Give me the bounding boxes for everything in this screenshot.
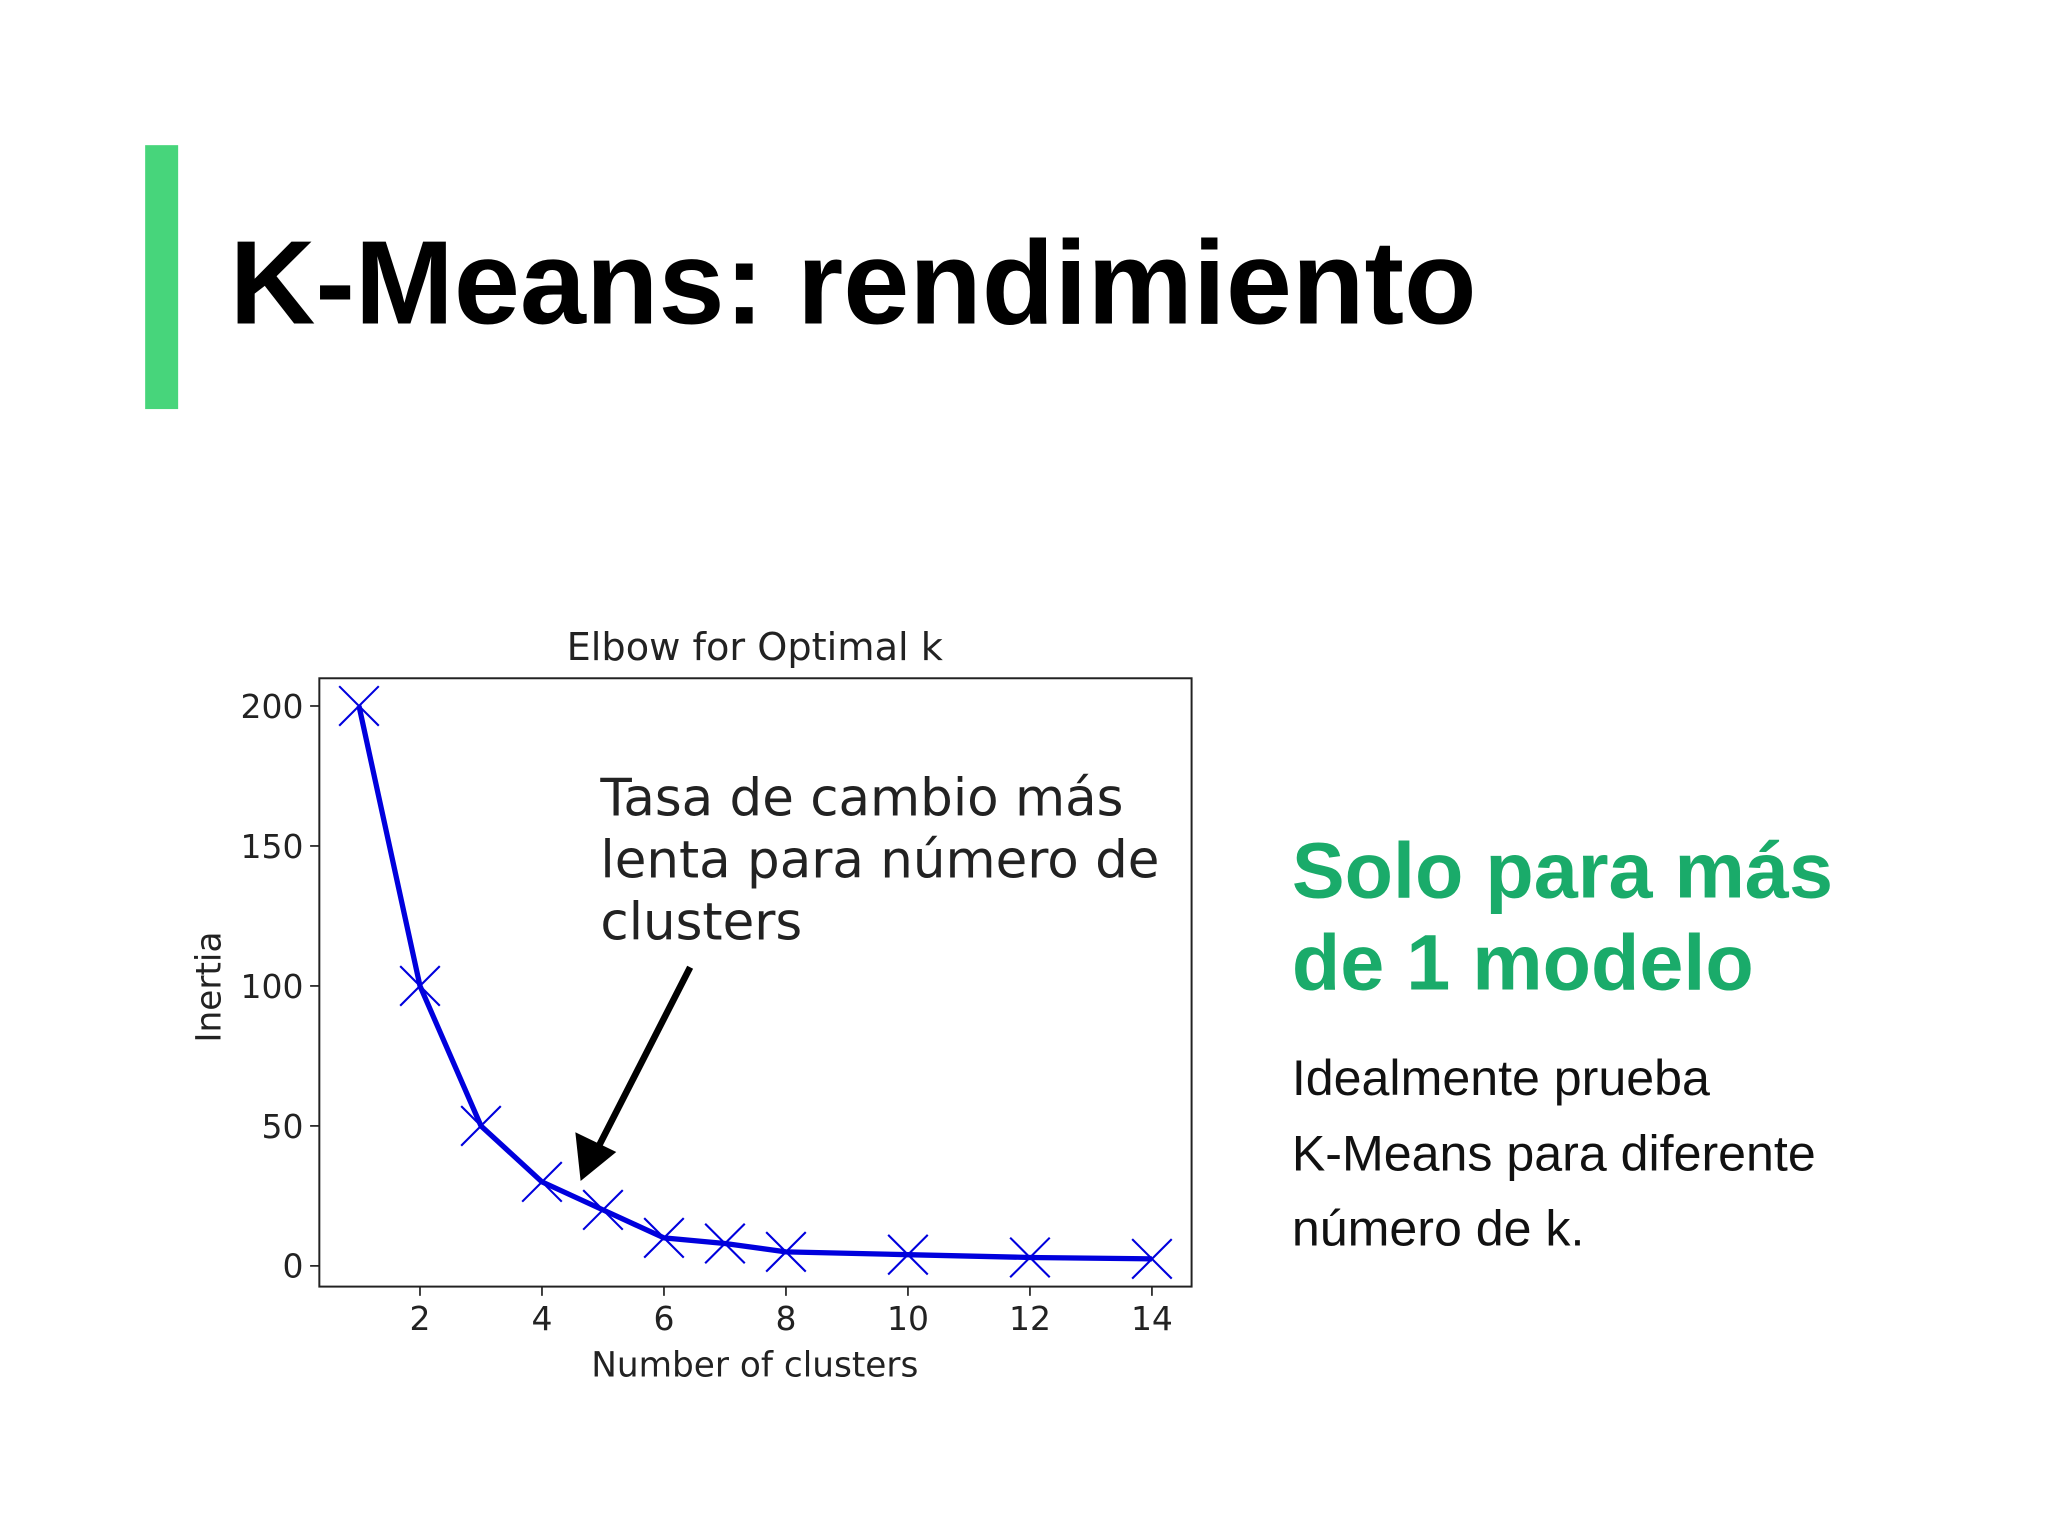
point-marker [1131, 1238, 1173, 1280]
x-axis-label: Number of clusters [591, 1345, 918, 1385]
x-tick-label: 14 [1131, 1299, 1173, 1338]
plot-frame [318, 677, 1193, 1288]
accent-bar [145, 145, 179, 410]
x-tick-label: 8 [775, 1299, 796, 1338]
point-marker [338, 685, 380, 727]
y-tick-label: 200 [241, 687, 304, 726]
annotation-line: Tasa de cambio más [599, 769, 1123, 829]
side-body: número de k. [1292, 1201, 1585, 1257]
x-tick-label: 10 [887, 1299, 929, 1338]
side-heading: de 1 modelo [1292, 918, 1754, 1007]
point-marker [399, 965, 441, 1007]
y-axis-label: Inertia [189, 932, 229, 1043]
x-tick-label: 2 [409, 1299, 430, 1338]
y-tick-label: 0 [283, 1247, 304, 1286]
point-marker [887, 1234, 929, 1276]
point-marker [1009, 1236, 1051, 1279]
point-marker [521, 1161, 563, 1203]
plot: 2 4 6 8 10 12 14 0 50 100 150 200 [241, 677, 1193, 1338]
x-tick-label: 12 [1009, 1299, 1051, 1338]
point-marker [765, 1231, 807, 1273]
point-marker [460, 1105, 502, 1147]
annotation-line: lenta para número de [600, 831, 1159, 891]
y-tick-label: 50 [262, 1107, 304, 1146]
y-tick-label: 150 [241, 827, 304, 866]
x-tick-label: 4 [531, 1299, 552, 1338]
side-body: Idealmente prueba [1292, 1050, 1710, 1106]
point-marker [643, 1217, 685, 1259]
point-marker [704, 1222, 746, 1265]
side-body: K-Means para diferente [1292, 1125, 1816, 1181]
annotation-arrow-shaft [593, 965, 694, 1153]
x-tick-label: 6 [653, 1299, 674, 1338]
slide-title: K-Means: rendimiento [230, 216, 1477, 349]
annotation-arrow-head [575, 1132, 617, 1182]
chart-title: Elbow for Optimal k [567, 625, 944, 670]
y-tick-label: 100 [241, 967, 304, 1006]
annotation-line: clusters [600, 893, 802, 953]
point-marker [582, 1189, 624, 1231]
side-heading: Solo para más [1292, 825, 1833, 914]
